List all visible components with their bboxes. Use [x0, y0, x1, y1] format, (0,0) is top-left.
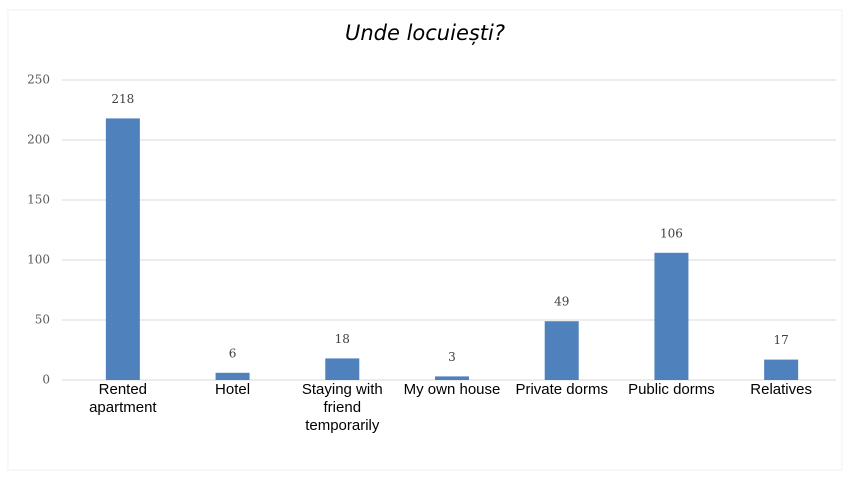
- y-tick-label: 100: [27, 253, 50, 267]
- y-tick-label: 150: [27, 193, 50, 207]
- bar: [544, 321, 579, 380]
- data-label: 106: [660, 226, 683, 240]
- bar: [325, 358, 360, 380]
- bar: [105, 118, 140, 381]
- data-label: 18: [335, 332, 350, 346]
- x-tick-label: My own house: [403, 381, 501, 398]
- y-tick-label: 50: [35, 313, 50, 327]
- data-label: 3: [448, 350, 456, 364]
- y-tick-label: 0: [42, 373, 50, 387]
- bar: [215, 372, 250, 380]
- y-tick-label: 200: [27, 133, 50, 147]
- x-tick-label: Public dorms: [628, 381, 715, 398]
- bar: [764, 359, 799, 380]
- chart-title: Unde locuiești?: [345, 21, 505, 45]
- data-label: 49: [554, 295, 569, 309]
- data-label: 218: [111, 92, 134, 106]
- bar: [435, 376, 469, 380]
- x-tick-label: Relatives: [750, 381, 812, 398]
- data-label: 17: [774, 333, 789, 347]
- x-tick-label: Staying with friend temporarily: [301, 381, 383, 434]
- x-tick-label: Private dorms: [515, 381, 608, 398]
- x-tick-label: Hotel: [215, 381, 251, 398]
- x-tick-label: Rented apartment: [89, 381, 157, 416]
- y-tick-label: 250: [27, 73, 50, 87]
- data-label: 6: [229, 346, 237, 360]
- chart-frame: [7, 9, 843, 471]
- bar: [654, 252, 689, 380]
